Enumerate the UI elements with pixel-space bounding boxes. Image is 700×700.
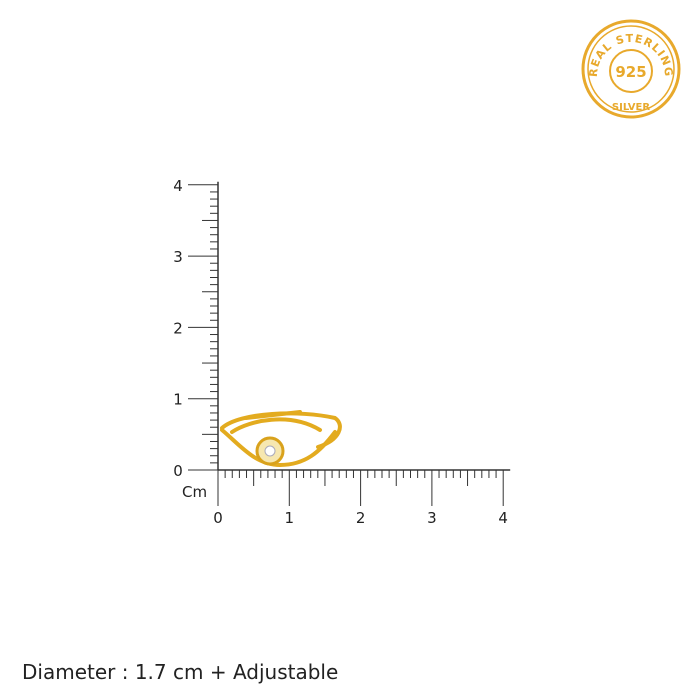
y-tick-label: 0 <box>173 462 183 480</box>
x-tick-label: 0 <box>213 509 223 527</box>
y-tick-label: 4 <box>173 177 183 195</box>
y-tick-label: 2 <box>173 319 183 337</box>
x-tick-label: 3 <box>427 509 437 527</box>
x-tick-label: 2 <box>356 509 366 527</box>
y-tick-label: 1 <box>173 391 183 409</box>
diameter-caption: Diameter : 1.7 cm + Adjustable <box>22 660 339 684</box>
sterling-silver-badge: REAL STERLING 925 SILVER <box>581 19 681 119</box>
y-tick-label: 3 <box>173 248 183 266</box>
x-tick-label: 1 <box>285 509 295 527</box>
x-tick-label: 4 <box>498 509 508 527</box>
ruler: 0 1 2 3 4 0 1 2 3 4 Cm <box>173 177 511 527</box>
ring-image <box>220 410 342 468</box>
badge-center-text: 925 <box>615 63 646 81</box>
badge-bottom-text: SILVER <box>612 102 650 113</box>
unit-label: Cm <box>182 483 207 501</box>
